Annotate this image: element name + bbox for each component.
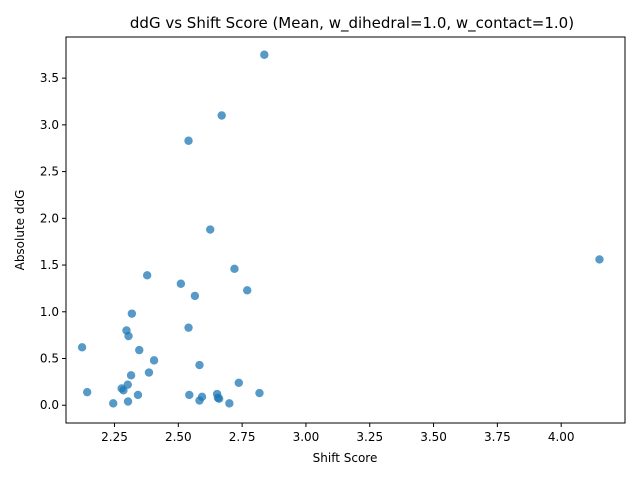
- y-tick-label: 2.5: [40, 165, 59, 179]
- data-point: [195, 396, 204, 405]
- data-point: [109, 399, 118, 408]
- x-tick-label: 3.75: [484, 430, 511, 444]
- data-point: [230, 264, 239, 273]
- data-point: [225, 399, 234, 408]
- data-point: [185, 390, 194, 400]
- data-point: [595, 255, 604, 264]
- data-point: [190, 291, 200, 301]
- x-tick-label: 3.50: [420, 430, 447, 444]
- x-axis: 2.25 2.50 2.75 3.00 3.25 3.50 3.75 4.00: [101, 423, 575, 444]
- data-point: [77, 343, 87, 352]
- data-point: [133, 390, 143, 400]
- data-point: [184, 323, 193, 332]
- data-point: [123, 397, 133, 406]
- y-tick-label: 1.0: [40, 305, 59, 319]
- x-tick-label: 3.00: [293, 430, 320, 444]
- data-point: [195, 360, 204, 370]
- data-point: [82, 387, 92, 397]
- chart-title: ddG vs Shift Score (Mean, w_dihedral=1.0…: [130, 14, 574, 33]
- data-point: [255, 388, 264, 398]
- data-point: [135, 345, 144, 355]
- x-tick-label: 2.75: [229, 430, 256, 444]
- data-point: [124, 331, 133, 341]
- x-axis-label: Shift Score: [313, 451, 378, 465]
- data-point: [206, 225, 215, 234]
- plot-frame: [65, 36, 626, 424]
- x-tick-label: 2.25: [101, 430, 128, 444]
- y-tick-label: 3.5: [40, 71, 59, 85]
- data-point: [119, 386, 128, 395]
- x-tick-label: 2.50: [165, 430, 192, 444]
- y-axis-label: Absolute ddG: [13, 190, 27, 271]
- data-point: [142, 271, 152, 280]
- plot-area: [65, 36, 626, 424]
- y-tick-label: 2.0: [40, 211, 59, 225]
- y-axis: 0.0 0.5 1.0 1.5 2.0 2.5 3.0 3.5: [40, 71, 66, 412]
- data-points: [77, 50, 604, 408]
- y-tick-label: 1.5: [40, 258, 59, 272]
- x-tick-label: 3.25: [356, 430, 383, 444]
- data-point: [214, 394, 224, 403]
- x-tick-label: 4.00: [548, 430, 575, 444]
- y-tick-label: 3.0: [40, 118, 59, 132]
- data-point: [144, 368, 154, 377]
- data-point: [176, 279, 186, 288]
- data-point: [243, 286, 252, 295]
- data-point: [260, 50, 269, 59]
- data-point: [234, 378, 244, 388]
- data-point: [149, 356, 159, 365]
- data-point: [127, 309, 137, 318]
- data-point: [217, 111, 226, 120]
- y-tick-label: 0.5: [40, 352, 59, 366]
- data-point: [126, 371, 136, 380]
- y-tick-label: 0.0: [40, 398, 59, 412]
- data-point: [184, 136, 193, 145]
